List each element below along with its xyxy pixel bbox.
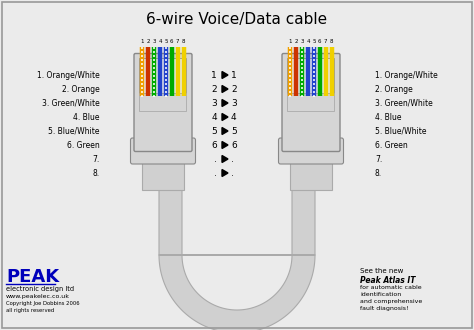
FancyBboxPatch shape (282, 53, 340, 151)
Bar (142, 145, 183, 190)
Text: Copyright Joe Dobbins 2006: Copyright Joe Dobbins 2006 (6, 301, 80, 306)
FancyBboxPatch shape (279, 138, 344, 164)
Bar (288, 58, 335, 93)
Text: 3: 3 (231, 98, 237, 108)
Text: 1. Orange/White: 1. Orange/White (375, 71, 438, 80)
Text: 7: 7 (324, 39, 328, 44)
Polygon shape (222, 127, 228, 135)
Text: 6. Green: 6. Green (375, 141, 408, 149)
Text: 4: 4 (158, 39, 162, 44)
Polygon shape (222, 170, 228, 177)
Bar (291, 145, 332, 190)
Text: and comprehensive: and comprehensive (360, 299, 422, 304)
Text: 4: 4 (211, 113, 217, 121)
Polygon shape (222, 155, 228, 162)
Polygon shape (222, 85, 228, 92)
Text: 8: 8 (330, 39, 333, 44)
Text: .: . (214, 154, 217, 163)
Polygon shape (159, 175, 315, 330)
Text: 5: 5 (164, 39, 168, 44)
Text: 2: 2 (231, 84, 237, 93)
Bar (139, 58, 186, 93)
Text: .: . (231, 169, 234, 178)
Text: 6: 6 (211, 141, 217, 149)
Text: 8.: 8. (93, 169, 100, 178)
Text: 1: 1 (289, 39, 292, 44)
Text: 2. Orange: 2. Orange (62, 84, 100, 93)
Text: electronic design ltd: electronic design ltd (6, 286, 74, 292)
Text: 3: 3 (153, 39, 156, 44)
Text: 7.: 7. (375, 154, 382, 163)
Text: .: . (214, 169, 217, 178)
Text: 2: 2 (211, 84, 217, 93)
Text: 4: 4 (231, 113, 237, 121)
Polygon shape (222, 142, 228, 148)
Text: 5: 5 (231, 126, 237, 136)
Text: PEAK: PEAK (6, 268, 59, 286)
Text: 6: 6 (318, 39, 321, 44)
Text: 3: 3 (301, 39, 304, 44)
Text: 1: 1 (231, 71, 237, 80)
FancyBboxPatch shape (130, 138, 195, 164)
Bar (139, 93, 186, 111)
Text: all rights reserved: all rights reserved (6, 308, 54, 313)
Text: 2: 2 (146, 39, 150, 44)
Text: 3. Green/White: 3. Green/White (375, 98, 433, 108)
Text: 4: 4 (306, 39, 310, 44)
Text: See the new: See the new (360, 268, 403, 274)
Text: 5: 5 (211, 126, 217, 136)
Text: 8: 8 (182, 39, 185, 44)
Text: 7: 7 (176, 39, 180, 44)
Text: fault diagnosis!: fault diagnosis! (360, 306, 409, 311)
Text: 5. Blue/White: 5. Blue/White (375, 126, 427, 136)
Polygon shape (222, 114, 228, 120)
Text: 1: 1 (141, 39, 144, 44)
FancyBboxPatch shape (134, 53, 192, 151)
Text: 4. Blue: 4. Blue (375, 113, 401, 121)
Text: 5. Blue/White: 5. Blue/White (48, 126, 100, 136)
Text: identification: identification (360, 292, 401, 297)
Text: 2. Orange: 2. Orange (375, 84, 413, 93)
Text: 4. Blue: 4. Blue (73, 113, 100, 121)
Text: 1. Orange/White: 1. Orange/White (37, 71, 100, 80)
Text: .: . (231, 154, 234, 163)
Text: 6. Green: 6. Green (67, 141, 100, 149)
Text: 1: 1 (211, 71, 217, 80)
Text: for automatic cable: for automatic cable (360, 285, 422, 290)
Text: 5: 5 (312, 39, 316, 44)
Text: 7.: 7. (93, 154, 100, 163)
Text: 6-wire Voice/Data cable: 6-wire Voice/Data cable (146, 12, 328, 27)
Polygon shape (222, 72, 228, 79)
Text: www.peakelec.co.uk: www.peakelec.co.uk (6, 294, 70, 299)
Text: 2: 2 (294, 39, 298, 44)
Text: 6: 6 (231, 141, 237, 149)
Text: 6: 6 (170, 39, 173, 44)
Text: 8.: 8. (375, 169, 382, 178)
Bar (288, 93, 335, 111)
Text: 3: 3 (211, 98, 217, 108)
Text: Peak Atlas IT: Peak Atlas IT (360, 276, 416, 285)
Polygon shape (222, 100, 228, 107)
Text: 3. Green/White: 3. Green/White (42, 98, 100, 108)
